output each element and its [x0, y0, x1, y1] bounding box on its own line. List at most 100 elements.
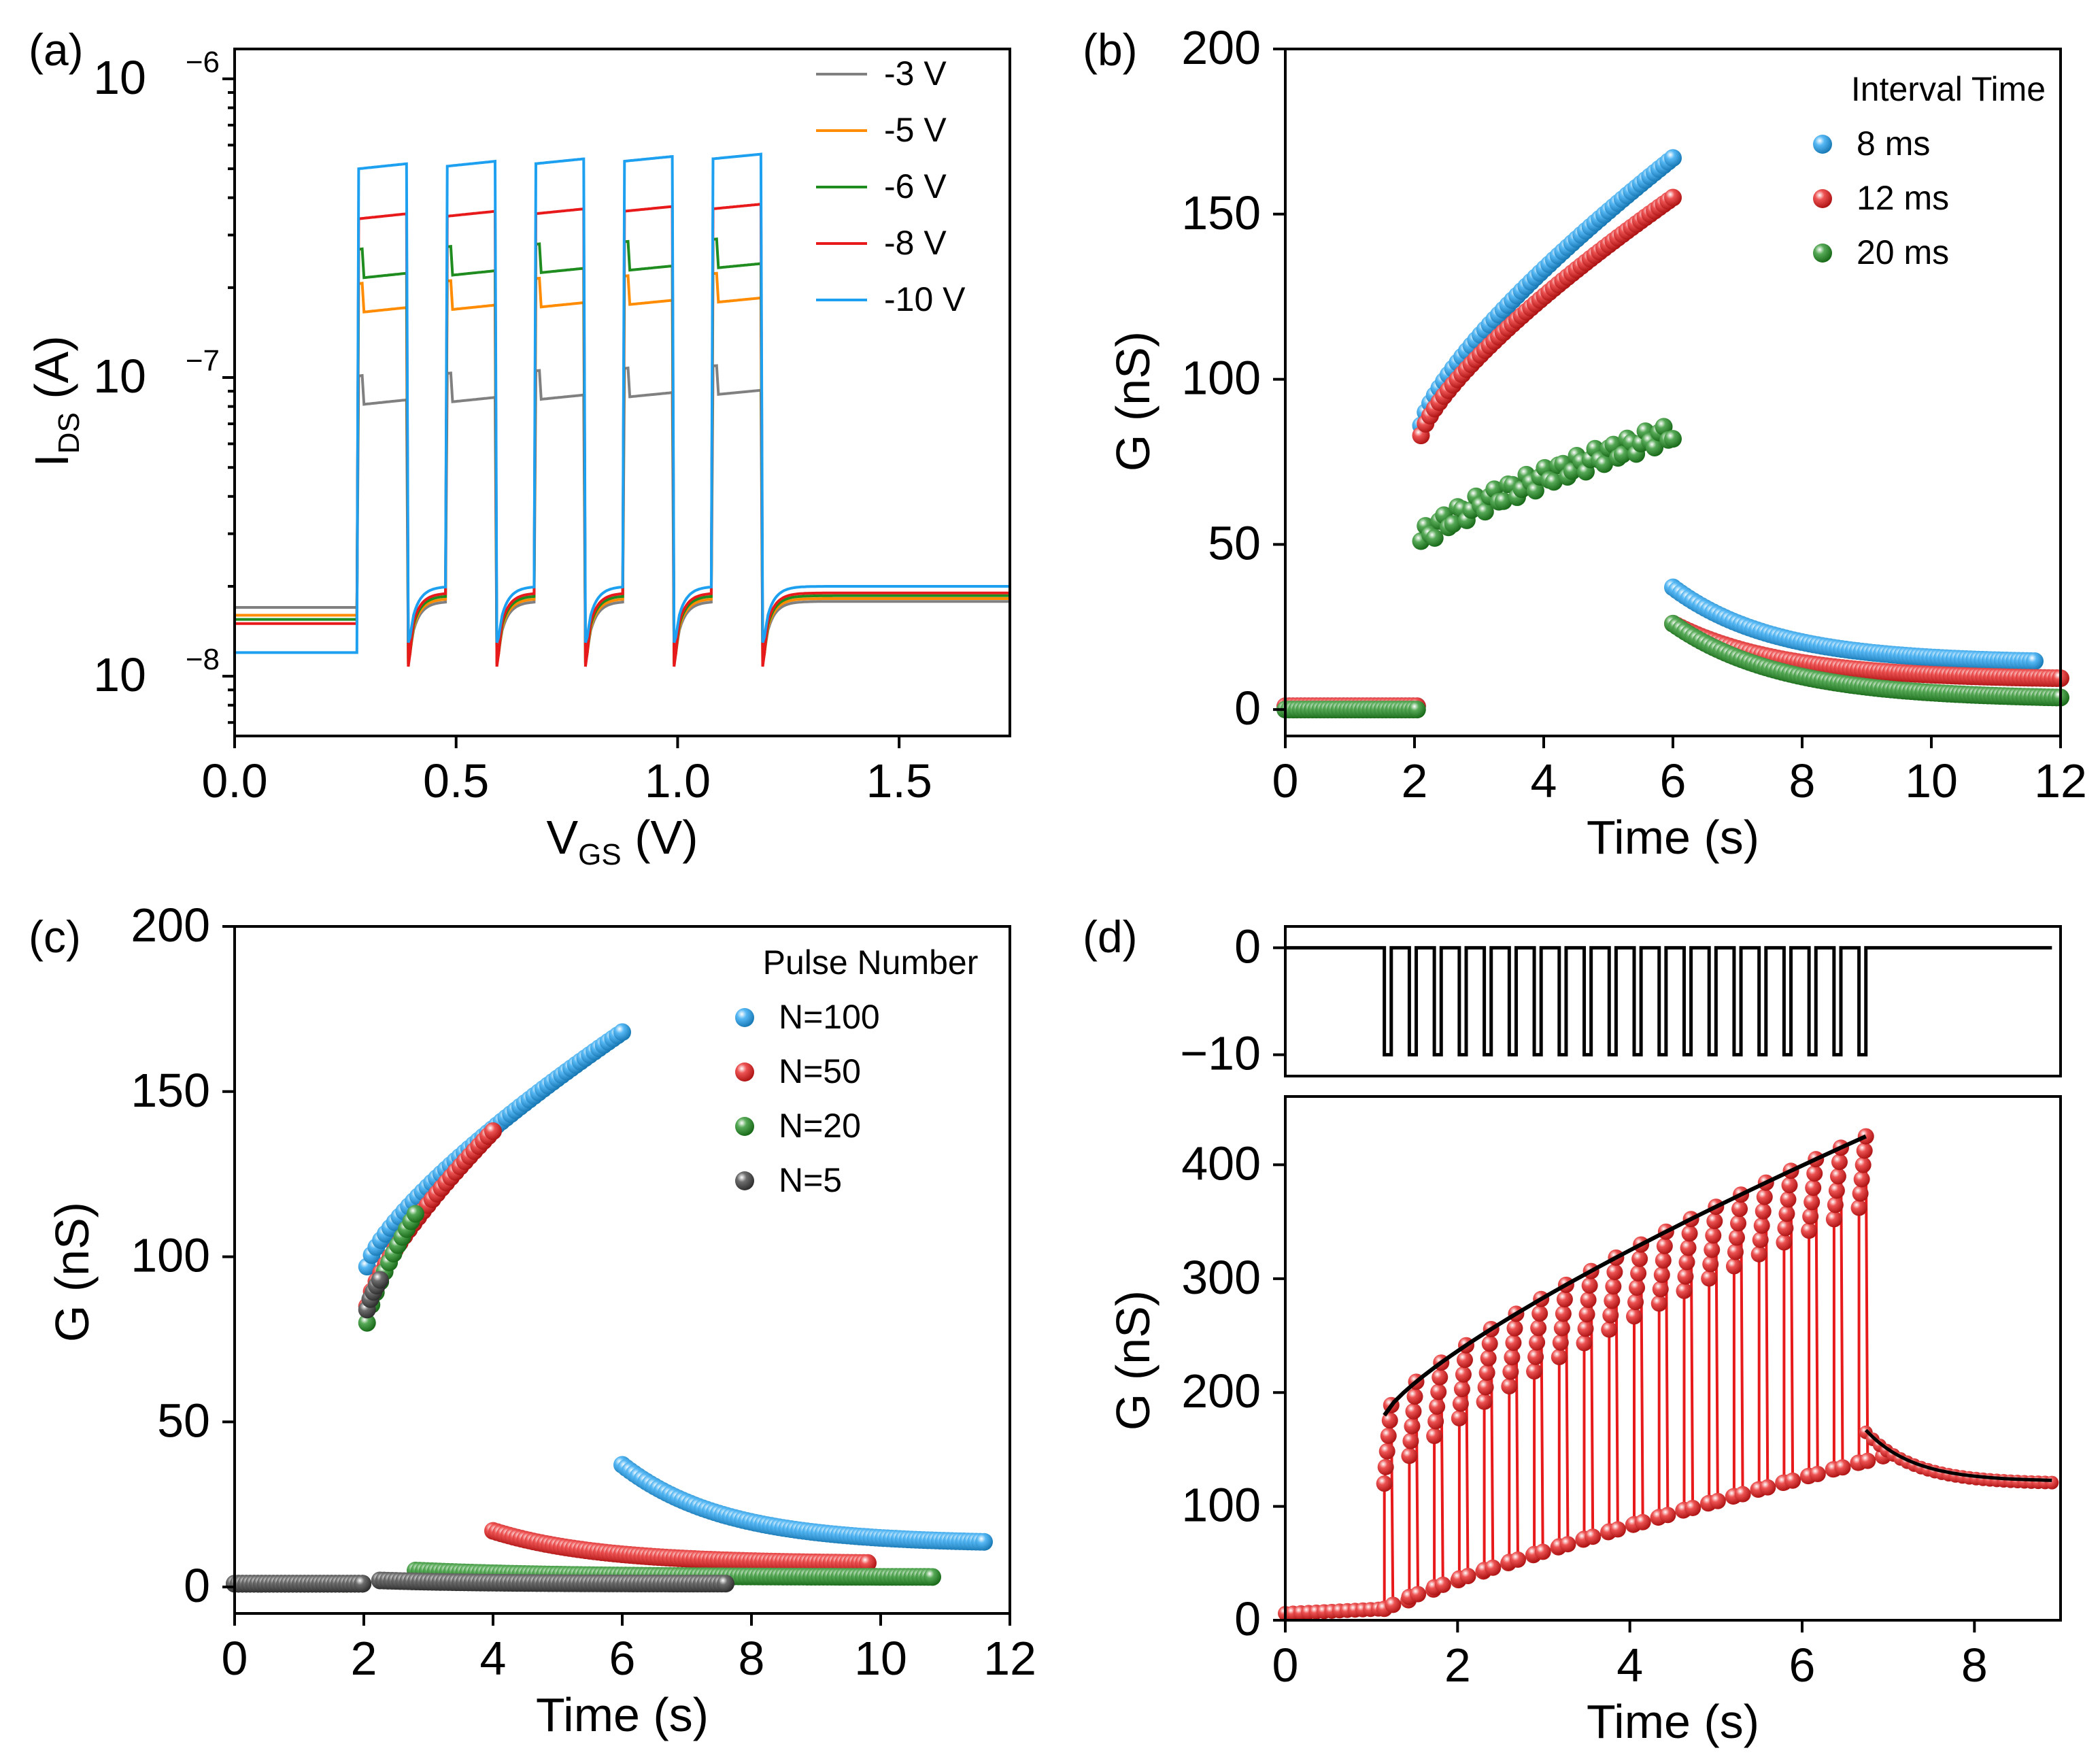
chart-b-point: [1595, 455, 1613, 473]
chart-a-xlabel: VGS (V): [546, 811, 698, 871]
chart-d-point: [1627, 1294, 1644, 1311]
chart-d-point: [1784, 1472, 1801, 1489]
chart-d-point: [1701, 1270, 1718, 1287]
chart-d-point: [1405, 1403, 1422, 1420]
chart-b-legend-marker: [1813, 189, 1832, 208]
chart-b-series-8ms: [1276, 149, 2044, 716]
chart-a-ytick-exp: −7: [186, 344, 220, 378]
chart-d-point: [1501, 1377, 1518, 1394]
chart-d-point: [1629, 1279, 1646, 1296]
chart-d-point: [1429, 1398, 1446, 1415]
chart-a-xlabel-unit: (V): [622, 811, 698, 864]
chart-d-point: [1831, 1154, 1848, 1171]
chart-d-point: [1404, 1418, 1421, 1435]
chart-d-point: [1852, 1185, 1869, 1202]
chart-d-point: [1377, 1458, 1394, 1475]
chart-a-ytick-label: 10 −8: [93, 643, 220, 701]
chart-b-legend-title: Interval Time: [1851, 70, 2046, 108]
chart-b-xtick-label: 2: [1402, 754, 1428, 807]
chart-d-point: [1731, 1201, 1748, 1218]
chart-b-point: [1425, 529, 1444, 547]
chart-a-ytick-exp: −6: [186, 46, 220, 79]
chart-d-point: [1552, 1334, 1569, 1351]
chart-d-xtick-label: 8: [1961, 1639, 1988, 1692]
chart-d-ylabel: G (nS): [1106, 1290, 1159, 1430]
chart-d-point: [1605, 1278, 1622, 1295]
chart-d-point: [1780, 1191, 1797, 1208]
chart-b-xtick-label: 0: [1272, 754, 1299, 807]
chart-d-point: [1531, 1305, 1548, 1322]
chart-c-legend-marker: [735, 1171, 754, 1190]
chart-d-point: [1453, 1381, 1470, 1398]
chart-d-point: [1802, 1208, 1819, 1225]
chart-a-curves: [235, 152, 1009, 667]
chart-d-point: [1631, 1250, 1648, 1267]
chart-d-point: [1626, 1308, 1642, 1325]
chart-d-point: [1803, 1194, 1820, 1211]
chart-d-point: [1752, 1231, 1769, 1248]
chart-b-ytick-label: 100: [1181, 352, 1261, 405]
chart-d-point: [1684, 1499, 1701, 1516]
chart-c-point: [613, 1023, 631, 1041]
chart-b-points: [1276, 149, 2069, 719]
chart-a-ylabel-unit: (A): [25, 335, 78, 412]
chart-d-point: [1502, 1363, 1519, 1380]
chart-c-legend-label: N=100: [779, 998, 880, 1036]
chart-b-legend: Interval Time 8 ms 12 ms 20 ms: [1813, 70, 2046, 271]
chart-b-xtick-label: 12: [2034, 754, 2087, 807]
chart-d-point: [1859, 1452, 1876, 1469]
chart-d-point: [1827, 1196, 1844, 1213]
chart-c-xtick-label: 2: [351, 1632, 377, 1685]
chart-d-point: [1376, 1475, 1393, 1492]
chart-d-point: [1781, 1177, 1798, 1194]
chart-c-ytick-label: 0: [184, 1559, 210, 1612]
chart-d-point: [1777, 1220, 1794, 1237]
chart-c-point: [354, 1575, 372, 1593]
chart-d-main-curves: [1278, 1128, 2059, 1621]
chart-d-xlabel: Time (s): [1587, 1695, 1759, 1748]
chart-d-point: [1485, 1559, 1502, 1576]
chart-b-ytick-label: 200: [1181, 21, 1261, 74]
chart-a-xtick-label: 1.0: [645, 754, 711, 807]
chart-a-line-m5V: [235, 271, 1009, 663]
chart-d-point: [1434, 1576, 1451, 1593]
chart-d-point: [1578, 1306, 1595, 1323]
chart-d-point: [1480, 1350, 1497, 1367]
chart-d-point: [1702, 1256, 1719, 1273]
chart-d-point: [1432, 1369, 1449, 1386]
chart-c-xtick-label: 8: [739, 1632, 765, 1685]
chart-c-xtick-label: 0: [222, 1632, 248, 1685]
chart-d-point: [1459, 1568, 1476, 1585]
chart-a-legend-label: -5 V: [884, 111, 947, 149]
chart-d-ytick-label: 100: [1181, 1479, 1261, 1532]
chart-d-ytick-label: 200: [1181, 1364, 1261, 1418]
chart-c-legend-label: N=5: [779, 1161, 842, 1199]
chart-c-xtick-label: 10: [854, 1632, 907, 1685]
chart-d-point: [1504, 1349, 1521, 1366]
chart-d-ytick-label: 0: [1234, 1592, 1261, 1645]
chart-c-legend-marker: [735, 1008, 754, 1027]
chart-a-ytick-exp: −8: [186, 643, 220, 676]
chart-d-point: [1681, 1225, 1698, 1242]
chart-d-point: [1455, 1366, 1472, 1383]
chart-d-pulse-train: [1285, 945, 2052, 1057]
chart-d-point: [1653, 1267, 1670, 1284]
chart-b-series-12ms: [1276, 188, 2069, 716]
chart-b-xlabel: Time (s): [1587, 811, 1759, 864]
chart-b-point: [1408, 701, 1426, 719]
chart-b-point: [1664, 430, 1682, 448]
chart-d-point: [1650, 1295, 1667, 1312]
chart-c-legend-marker: [735, 1117, 754, 1136]
chart-d-point: [1680, 1239, 1697, 1256]
chart-b-ytick-label: 0: [1234, 682, 1261, 735]
chart-c-ytick-label: 200: [131, 899, 210, 952]
chart-d-point: [1576, 1335, 1593, 1352]
chart-a-ylabel-sub: DS: [52, 412, 86, 454]
chart-b-point: [1444, 515, 1462, 533]
chart-d-point: [1677, 1268, 1694, 1285]
chart-c-point: [358, 1313, 376, 1332]
chart-a-xtick-label: 0.5: [423, 754, 489, 807]
chart-b-legend-marker: [1813, 244, 1832, 263]
